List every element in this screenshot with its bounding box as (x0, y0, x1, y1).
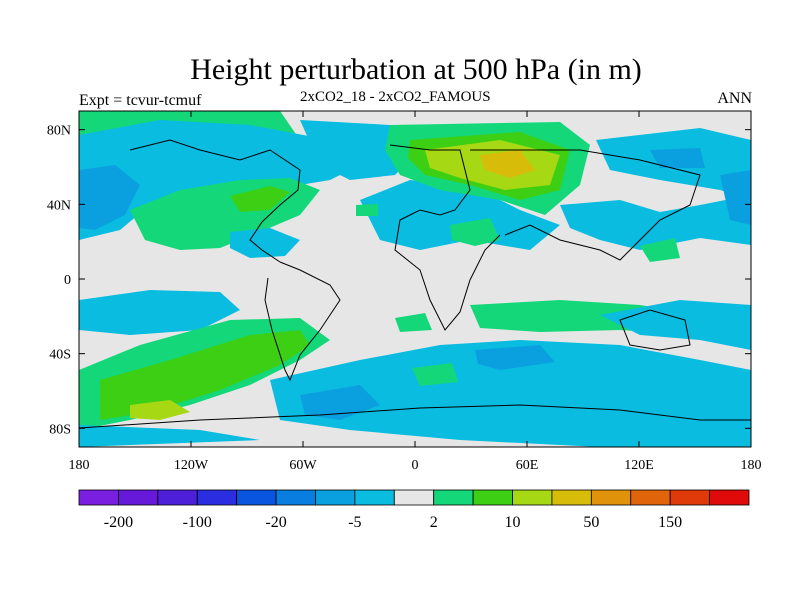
colorbar-label: 50 (583, 514, 599, 531)
field-region-southern-ocean-core-a (300, 385, 380, 420)
y-tick-label: 40S (49, 348, 71, 363)
field-region-mediterranean (356, 204, 378, 216)
colorbar-swatch (315, 489, 356, 506)
field-region-arabia (450, 218, 500, 246)
field-region-antarctic-edge (79, 425, 260, 447)
colorbar-swatch (275, 489, 316, 506)
field-region-south-atlantic (412, 363, 458, 386)
colorbar: -200 -100 -20 -5 2 10 50 150 (78, 489, 750, 531)
field-region-central-america (230, 228, 300, 258)
colorbar-swatch (709, 489, 750, 506)
y-tick-label: 40N (47, 198, 71, 213)
field-region-siberia-peak (480, 150, 535, 178)
field-region-north-pacific (79, 120, 370, 240)
colorbar-swatch (433, 489, 474, 506)
comparison-label: 2xCO2_18 - 2xCO2_FAMOUS (300, 89, 491, 105)
field-region-philippines (640, 238, 680, 262)
plot-title: Height perturbation at 500 hPa (in m) (190, 53, 642, 86)
x-tick-label: 120E (624, 458, 654, 473)
field-region-north-pacific-core (79, 165, 140, 230)
field-region-northwest-pacific-core (650, 148, 705, 168)
field-region-south-pacific (600, 300, 751, 350)
colorbar-label: 2 (430, 514, 438, 531)
x-tick-label: 60E (516, 458, 539, 473)
experiment-label: Expt = tcvur-tcmuf (79, 92, 202, 109)
colorbar-swatch (354, 489, 395, 506)
field-region-southern-ocean (270, 340, 751, 447)
colorbar-swatch (236, 489, 277, 506)
field-region-southern-ocean-core-b (475, 345, 555, 370)
colorbar-swatch (472, 489, 513, 506)
colorbar-swatch (118, 489, 159, 506)
coastline-asia (470, 149, 701, 261)
x-tick-label: 60W (289, 458, 317, 473)
colorbar-swatch (630, 489, 671, 506)
colorbar-swatch (590, 489, 632, 506)
season-label: ANN (717, 90, 752, 107)
x-tick-label: 120W (174, 458, 209, 473)
x-tick-label: 180 (69, 458, 90, 473)
field-region-east-asia (560, 195, 751, 250)
colorbar-swatch (551, 489, 592, 506)
colorbar-swatch (157, 489, 198, 506)
colorbar-label: 10 (505, 514, 521, 531)
coastline-europe-africa (389, 144, 501, 331)
colorbar-swatch (196, 489, 238, 506)
map-axes: 180 120W 60W 0 60E 120E 180 80N 40N 0 40S 80S (47, 111, 762, 473)
y-tick-label: 0 (64, 273, 71, 288)
colorbar-swatch (512, 489, 553, 506)
field-region-south-america-core (100, 330, 310, 420)
colorbar-swatch (78, 489, 119, 506)
colorbar-label: -200 (104, 514, 133, 531)
colorbar-label: 150 (658, 514, 682, 531)
colorbar-label: -5 (348, 514, 361, 531)
x-tick-label: 0 (412, 458, 419, 473)
coastlines (79, 139, 751, 429)
colorbar-label: -20 (265, 514, 286, 531)
x-tick-label: 180 (741, 458, 762, 473)
coastline-north-america (129, 139, 301, 263)
colorbar-swatch (669, 489, 710, 506)
y-tick-label: 80S (49, 422, 71, 437)
coastline-antarctica (79, 404, 751, 429)
coastline-australia (619, 309, 691, 351)
field-region-south-pacific-peak (130, 400, 190, 420)
field-region-south-atlantic-small (395, 313, 432, 332)
coastline-south-america (264, 261, 341, 382)
field-region-east-pacific (79, 290, 240, 335)
colorbar-label: -100 (183, 514, 212, 531)
field-region-japan (720, 170, 751, 225)
colorbar-swatch (393, 489, 435, 506)
field-region-north-america-core (230, 186, 290, 212)
y-tick-label: 80N (47, 124, 71, 139)
